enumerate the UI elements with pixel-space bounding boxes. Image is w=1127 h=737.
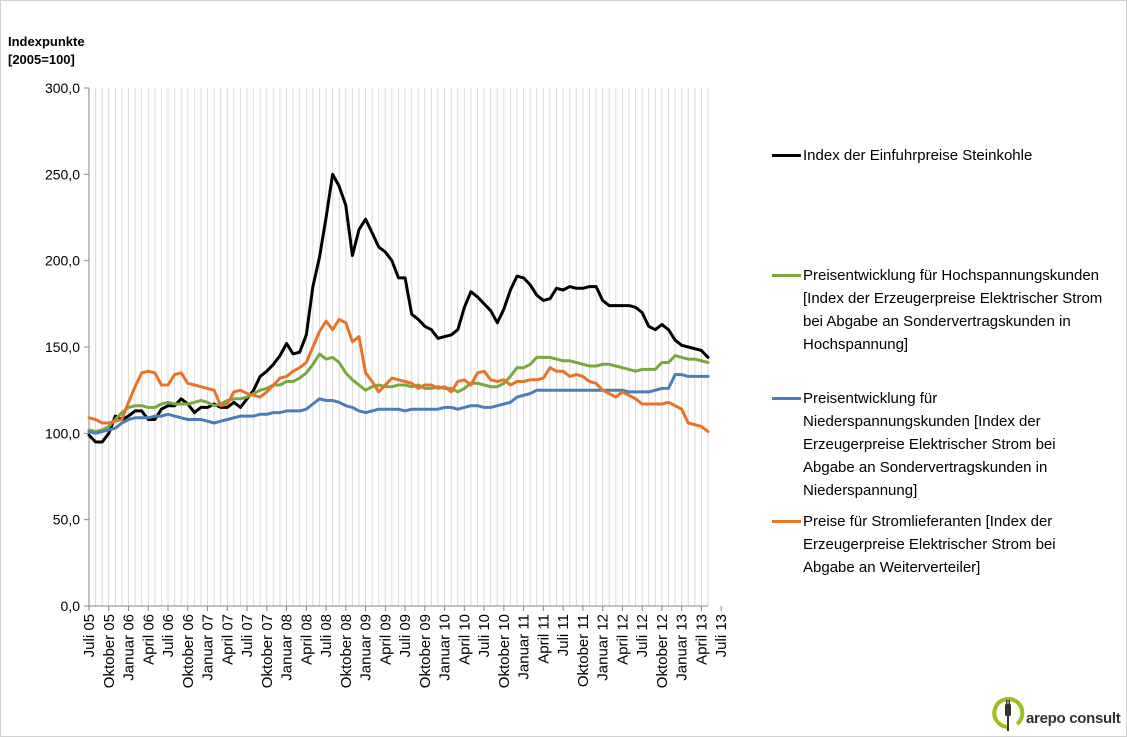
x-tick-label: Oktober 11: [575, 614, 592, 687]
legend-item-suppliers: Preise für Stromlieferanten [Index der E…: [772, 510, 1103, 579]
x-tick-label: April 11: [535, 614, 552, 664]
x-tick-label: Januar 11: [516, 614, 533, 680]
x-tick-label: April 12: [614, 614, 631, 665]
plug-logo-icon: [992, 697, 1025, 731]
x-tick-label: Juli 13: [713, 614, 730, 657]
x-tick-label: Juli 07: [239, 614, 256, 657]
x-tick-label: April 08: [298, 614, 315, 665]
x-tick-label: Januar 09: [358, 614, 375, 681]
legend-label-coal: Index der Einfuhrpreise Steinkohle: [803, 147, 1033, 164]
x-tick-label: April 07: [219, 614, 236, 665]
y-tick-label: 150,0: [45, 339, 80, 355]
x-tick-label: Oktober 10: [496, 614, 513, 688]
x-tick-label: Oktober 09: [417, 614, 434, 688]
legend-swatch-suppliers: [772, 520, 801, 523]
legend-item-low-voltage: Preisentwicklung für Niederspannungskund…: [772, 387, 1103, 502]
legend-item-high-voltage: Preisentwicklung für Hochspannungskunden…: [772, 264, 1103, 356]
x-tick-label: Januar 06: [121, 614, 138, 681]
y-axis-title: Indexpunkte [2005=100]: [8, 34, 85, 67]
x-tick-label: Januar 10: [437, 614, 454, 681]
legend-item-coal: Index der Einfuhrpreise Steinkohle: [772, 144, 1103, 167]
series-line-3: [87, 317, 710, 434]
legend-swatch-low-voltage: [772, 397, 801, 400]
y-tick-label: 300,0: [45, 80, 80, 96]
y-tick-label: 0,0: [61, 598, 81, 614]
y-tick-label: 100,0: [45, 425, 80, 441]
logo-text: arepo consult: [1026, 710, 1121, 727]
x-tick-label: Januar 13: [674, 614, 691, 681]
x-tick-label: Januar 12: [595, 614, 612, 681]
series-line-0: [87, 172, 710, 444]
x-tick-label: Juli 06: [160, 614, 177, 657]
x-tick-label: Juli 09: [397, 614, 414, 657]
y-tick-label: 50,0: [53, 512, 80, 528]
x-tick-label: Januar 08: [279, 614, 296, 681]
x-tick-label: Juli 11: [555, 614, 572, 656]
legend-label-suppliers: Preise für Stromlieferanten [Index der E…: [803, 513, 1056, 576]
x-tick-label: Juli 12: [634, 614, 651, 657]
legend-swatch-coal: [772, 154, 801, 157]
x-tick-label: Januar 07: [200, 614, 217, 681]
x-tick-label: Oktober 05: [101, 614, 118, 688]
series-line-1: [87, 352, 710, 434]
x-tick-label: Oktober 12: [654, 614, 671, 688]
x-tick-label: Oktober 08: [338, 614, 355, 688]
x-tick-label: Oktober 07: [259, 614, 276, 688]
y-tick-label: 250,0: [45, 166, 80, 182]
y-tick-label: 200,0: [45, 253, 80, 269]
x-tick-label: April 10: [456, 614, 473, 665]
x-tick-label: April 13: [693, 614, 710, 665]
legend-swatch-high-voltage: [772, 274, 801, 277]
x-tick-label: Juli 05: [81, 614, 98, 657]
x-tick-label: Oktober 06: [180, 614, 197, 688]
x-tick-label: Juli 08: [318, 614, 335, 657]
x-tick-label: April 06: [140, 614, 157, 665]
legend-label-low-voltage: Preisentwicklung für Niederspannungskund…: [803, 390, 1056, 499]
x-tick-label: Juli 10: [476, 614, 493, 657]
legend-label-high-voltage: Preisentwicklung für Hochspannungskunden…: [803, 267, 1103, 353]
x-tick-label: April 09: [377, 614, 394, 665]
arepo-consult-logo: arepo consult: [992, 694, 1127, 734]
